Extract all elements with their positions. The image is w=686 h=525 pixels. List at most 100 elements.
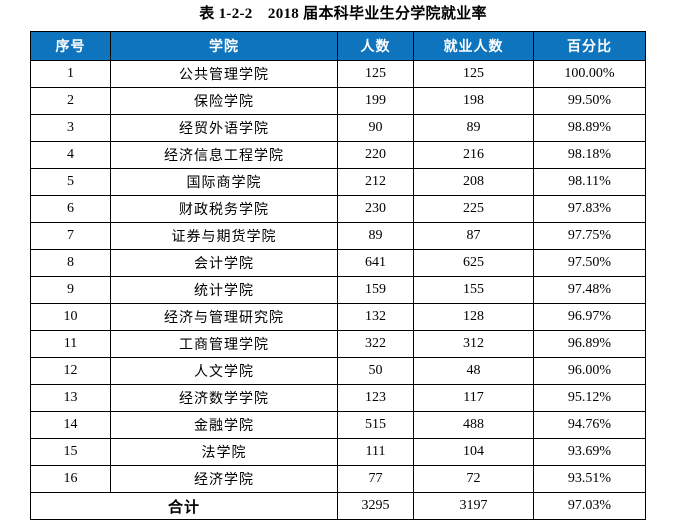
table-row: 2 保险学院 199 198 99.50% xyxy=(30,87,646,115)
count-cell: 50 xyxy=(337,357,414,385)
col-header-count: 人数 xyxy=(337,31,414,61)
college-cell: 财政税务学院 xyxy=(110,195,338,223)
college-cell: 国际商学院 xyxy=(110,168,338,196)
percent-cell: 97.75% xyxy=(533,222,646,250)
table-row: 6 财政税务学院 230 225 97.83% xyxy=(30,195,646,223)
table-title: 表 1-2-2 2018 届本科毕业生分学院就业率 xyxy=(199,6,487,22)
total-label: 合计 xyxy=(30,492,338,520)
seq-cell: 10 xyxy=(30,303,111,331)
employed-cell: 208 xyxy=(413,168,534,196)
college-cell: 金融学院 xyxy=(110,411,338,439)
college-cell: 经济数学学院 xyxy=(110,384,338,412)
percent-cell: 98.11% xyxy=(533,168,646,196)
seq-cell: 8 xyxy=(30,249,111,277)
count-cell: 125 xyxy=(337,60,414,88)
employed-cell: 128 xyxy=(413,303,534,331)
percent-cell: 96.89% xyxy=(533,330,646,358)
count-cell: 220 xyxy=(337,141,414,169)
table-row: 16 经济学院 77 72 93.51% xyxy=(30,465,646,493)
employed-cell: 155 xyxy=(413,276,534,304)
percent-cell: 99.50% xyxy=(533,87,646,115)
percent-cell: 95.12% xyxy=(533,384,646,412)
college-cell: 证券与期货学院 xyxy=(110,222,338,250)
percent-cell: 96.97% xyxy=(533,303,646,331)
employed-cell: 87 xyxy=(413,222,534,250)
seq-cell: 3 xyxy=(30,114,111,142)
seq-cell: 7 xyxy=(30,222,111,250)
total-row: 合计 3295 3197 97.03% xyxy=(30,492,646,520)
employed-cell: 117 xyxy=(413,384,534,412)
seq-cell: 15 xyxy=(30,438,111,466)
employed-cell: 216 xyxy=(413,141,534,169)
percent-cell: 98.18% xyxy=(533,141,646,169)
percent-cell: 98.89% xyxy=(533,114,646,142)
seq-cell: 4 xyxy=(30,141,111,169)
total-count-cell: 3295 xyxy=(337,492,414,520)
count-cell: 641 xyxy=(337,249,414,277)
college-cell: 统计学院 xyxy=(110,276,338,304)
college-cell: 经济与管理研究院 xyxy=(110,303,338,331)
college-cell: 保险学院 xyxy=(110,87,338,115)
employed-cell: 48 xyxy=(413,357,534,385)
employed-cell: 225 xyxy=(413,195,534,223)
employment-rate-table: 序号 学院 人数 就业人数 百分比 1 公共管理学院 125 125 100.00% 2 保… xyxy=(30,31,646,520)
employed-cell: 488 xyxy=(413,411,534,439)
table-row: 11 工商管理学院 322 312 96.89% xyxy=(30,330,646,358)
percent-cell: 94.76% xyxy=(533,411,646,439)
college-cell: 公共管理学院 xyxy=(110,60,338,88)
college-cell: 人文学院 xyxy=(110,357,338,385)
table-row: 7 证券与期货学院 89 87 97.75% xyxy=(30,222,646,250)
percent-cell: 93.51% xyxy=(533,465,646,493)
count-cell: 159 xyxy=(337,276,414,304)
seq-cell: 1 xyxy=(30,60,111,88)
employed-cell: 89 xyxy=(413,114,534,142)
college-cell: 经贸外语学院 xyxy=(110,114,338,142)
college-cell: 经济学院 xyxy=(110,465,338,493)
college-cell: 经济信息工程学院 xyxy=(110,141,338,169)
employed-cell: 198 xyxy=(413,87,534,115)
employed-cell: 72 xyxy=(413,465,534,493)
col-header-seq: 序号 xyxy=(30,31,111,61)
count-cell: 199 xyxy=(337,87,414,115)
count-cell: 111 xyxy=(337,438,414,466)
percent-cell: 97.48% xyxy=(533,276,646,304)
college-cell: 会计学院 xyxy=(110,249,338,277)
percent-cell: 97.83% xyxy=(533,195,646,223)
count-cell: 77 xyxy=(337,465,414,493)
table-row: 10 经济与管理研究院 132 128 96.97% xyxy=(30,303,646,331)
col-header-college: 学院 xyxy=(110,31,338,61)
table-row: 3 经贸外语学院 90 89 98.89% xyxy=(30,114,646,142)
employed-cell: 125 xyxy=(413,60,534,88)
total-percent-cell: 97.03% xyxy=(533,492,646,520)
table-row: 1 公共管理学院 125 125 100.00% xyxy=(30,60,646,88)
count-cell: 90 xyxy=(337,114,414,142)
percent-cell: 97.50% xyxy=(533,249,646,277)
count-cell: 89 xyxy=(337,222,414,250)
employed-cell: 312 xyxy=(413,330,534,358)
col-header-percent: 百分比 xyxy=(533,31,646,61)
college-cell: 法学院 xyxy=(110,438,338,466)
employed-cell: 104 xyxy=(413,438,534,466)
count-cell: 123 xyxy=(337,384,414,412)
table-row: 8 会计学院 641 625 97.50% xyxy=(30,249,646,277)
seq-cell: 6 xyxy=(30,195,111,223)
header-row: 序号 学院 人数 就业人数 百分比 xyxy=(30,31,646,61)
seq-cell: 12 xyxy=(30,357,111,385)
table-row: 12 人文学院 50 48 96.00% xyxy=(30,357,646,385)
seq-cell: 2 xyxy=(30,87,111,115)
table-row: 13 经济数学学院 123 117 95.12% xyxy=(30,384,646,412)
seq-cell: 9 xyxy=(30,276,111,304)
employed-cell: 625 xyxy=(413,249,534,277)
percent-cell: 100.00% xyxy=(533,60,646,88)
percent-cell: 96.00% xyxy=(533,357,646,385)
seq-cell: 14 xyxy=(30,411,111,439)
percent-cell: 93.69% xyxy=(533,438,646,466)
seq-cell: 5 xyxy=(30,168,111,196)
seq-cell: 11 xyxy=(30,330,111,358)
count-cell: 212 xyxy=(337,168,414,196)
table-row: 5 国际商学院 212 208 98.11% xyxy=(30,168,646,196)
count-cell: 322 xyxy=(337,330,414,358)
count-cell: 132 xyxy=(337,303,414,331)
table-row: 4 经济信息工程学院 220 216 98.18% xyxy=(30,141,646,169)
seq-cell: 16 xyxy=(30,465,111,493)
